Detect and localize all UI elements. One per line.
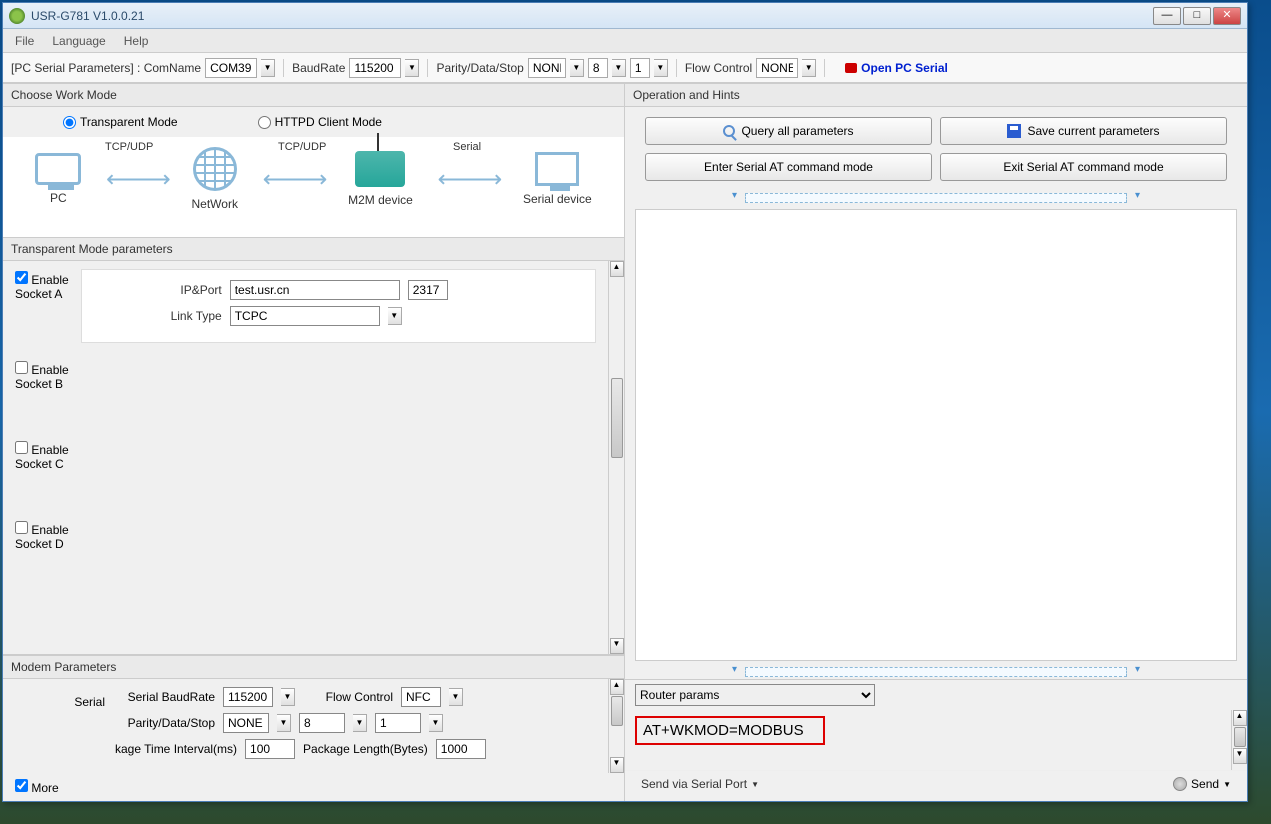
app-window: USR-G781 V1.0.0.21 — □ ✕ File Language H… <box>2 2 1248 802</box>
modem-parity[interactable] <box>223 713 269 733</box>
databits-input[interactable] <box>588 58 608 78</box>
comname-dropdown[interactable]: ▼ <box>261 59 275 77</box>
collapse-bar[interactable] <box>745 667 1127 677</box>
ops-header: Operation and Hints <box>625 83 1247 107</box>
collapse-bar[interactable] <box>745 193 1127 203</box>
parity-dropdown[interactable]: ▼ <box>570 59 584 77</box>
stopbits-input[interactable] <box>630 58 650 78</box>
socket-a-name: Socket A <box>15 287 69 301</box>
socket-c-enable[interactable]: Enable <box>15 441 69 457</box>
pkg-time[interactable] <box>245 739 295 759</box>
exit-at-button[interactable]: Exit Serial AT command mode <box>940 153 1227 181</box>
maximize-button[interactable]: □ <box>1183 7 1211 25</box>
globe-icon <box>193 147 237 191</box>
baudrate-input[interactable] <box>349 58 401 78</box>
modem-parity-label: Parity/Data/Stop <box>115 716 215 730</box>
flow-dropdown[interactable]: ▼ <box>802 59 816 77</box>
modem-flow[interactable] <box>401 687 441 707</box>
pc-icon <box>35 153 81 185</box>
right-pane: Operation and Hints Query all parameters… <box>625 83 1247 801</box>
pkg-time-label: kage Time Interval(ms) <box>115 742 237 756</box>
query-all-button[interactable]: Query all parameters <box>645 117 932 145</box>
socket-a-linktype[interactable] <box>230 306 380 326</box>
socket-b-enable[interactable]: Enable <box>15 361 69 377</box>
scroll-up-button[interactable]: ▲ <box>610 261 624 277</box>
modem-baud-label: Serial BaudRate <box>115 690 215 704</box>
modem-header: Modem Parameters <box>3 655 624 679</box>
modem-stop[interactable] <box>375 713 421 733</box>
modem-baud[interactable] <box>223 687 273 707</box>
arrow-icon: ⟵⟶ <box>106 165 167 194</box>
databits-dropdown[interactable]: ▼ <box>612 59 626 77</box>
socket-a-ip[interactable] <box>230 280 400 300</box>
scrollbar[interactable]: ▲ ▼ <box>608 261 624 654</box>
link-type-label: Link Type <box>102 309 222 323</box>
flow-label: Flow Control <box>685 61 752 75</box>
parity-input[interactable] <box>528 58 566 78</box>
menubar: File Language Help <box>3 29 1247 53</box>
send-icon <box>1173 777 1187 791</box>
menu-file[interactable]: File <box>7 31 42 51</box>
ip-port-label: IP&Port <box>102 283 222 297</box>
minimize-button[interactable]: — <box>1153 7 1181 25</box>
router-params-select[interactable]: Router params <box>635 684 875 706</box>
log-area[interactable] <box>635 209 1237 661</box>
choose-mode-header: Choose Work Mode <box>3 83 624 107</box>
open-serial-label: Open PC Serial <box>861 61 948 75</box>
socket-c-name: Socket C <box>15 457 69 471</box>
transparent-mode-radio[interactable]: Transparent Mode <box>63 115 178 129</box>
send-via-dropdown[interactable]: Send via Serial Port ▼ <box>641 777 759 791</box>
baudrate-dropdown[interactable]: ▼ <box>405 59 419 77</box>
modem-scrollbar[interactable]: ▲ ▼ <box>608 679 624 773</box>
linktype-dropdown[interactable]: ▼ <box>388 307 402 325</box>
mode-diagram: TCP/UDP TCP/UDP Serial PC ⟵⟶ NetWork ⟵⟶ … <box>3 137 624 237</box>
send-button[interactable]: Send ▼ <box>1173 777 1231 791</box>
serial-toolbar: [PC Serial Parameters] : ComName ▼ BaudR… <box>3 53 1247 83</box>
arrow-icon: ⟵⟶ <box>437 165 498 194</box>
parity-label: Parity/Data/Stop <box>436 61 523 75</box>
scroll-thumb[interactable] <box>611 378 623 458</box>
titlebar: USR-G781 V1.0.0.21 — □ ✕ <box>3 3 1247 29</box>
socket-b-name: Socket B <box>15 377 69 391</box>
comname-input[interactable] <box>205 58 257 78</box>
cmd-scrollbar[interactable]: ▲ ▼ <box>1231 710 1247 770</box>
floppy-icon <box>1007 124 1021 138</box>
modem-data[interactable] <box>299 713 345 733</box>
serial-status-icon <box>845 63 857 73</box>
socket-d-enable[interactable]: Enable <box>15 521 69 537</box>
modem-flow-label: Flow Control <box>303 690 393 704</box>
socket-a-port[interactable] <box>408 280 448 300</box>
command-input[interactable]: AT+WKMOD=MODBUS <box>635 716 825 745</box>
socket-d-name: Socket D <box>15 537 69 551</box>
window-title: USR-G781 V1.0.0.21 <box>31 9 1153 23</box>
scroll-thumb[interactable] <box>611 696 623 726</box>
socket-a-enable[interactable]: Enable <box>15 271 69 287</box>
scroll-down-button[interactable]: ▼ <box>610 757 624 773</box>
pkg-len[interactable] <box>436 739 486 759</box>
flow-input[interactable] <box>756 58 798 78</box>
arrow-icon: ⟵⟶ <box>263 165 324 194</box>
scroll-down-button[interactable]: ▼ <box>610 638 624 654</box>
baudrate-label: BaudRate <box>292 61 345 75</box>
search-icon <box>723 125 735 137</box>
more-checkbox[interactable]: More <box>15 779 59 795</box>
comname-label: [PC Serial Parameters] : ComName <box>11 61 201 75</box>
sockets-area: Enable Socket A IP&Port Link Type <box>3 261 608 654</box>
open-serial-button[interactable]: Open PC Serial <box>845 61 948 75</box>
app-icon <box>9 8 25 24</box>
scroll-up-button[interactable]: ▲ <box>610 679 624 695</box>
enter-at-button[interactable]: Enter Serial AT command mode <box>645 153 932 181</box>
serial-label: Serial <box>15 695 105 709</box>
params-header: Transparent Mode parameters <box>3 237 624 261</box>
menu-language[interactable]: Language <box>44 31 113 51</box>
serial-device-icon <box>535 152 579 186</box>
left-pane: Choose Work Mode Transparent Mode HTTPD … <box>3 83 625 801</box>
save-params-button[interactable]: Save current parameters <box>940 117 1227 145</box>
close-button[interactable]: ✕ <box>1213 7 1241 25</box>
m2m-icon <box>355 151 405 187</box>
menu-help[interactable]: Help <box>116 31 157 51</box>
pkg-len-label: Package Length(Bytes) <box>303 742 428 756</box>
stopbits-dropdown[interactable]: ▼ <box>654 59 668 77</box>
httpd-mode-radio[interactable]: HTTPD Client Mode <box>258 115 382 129</box>
